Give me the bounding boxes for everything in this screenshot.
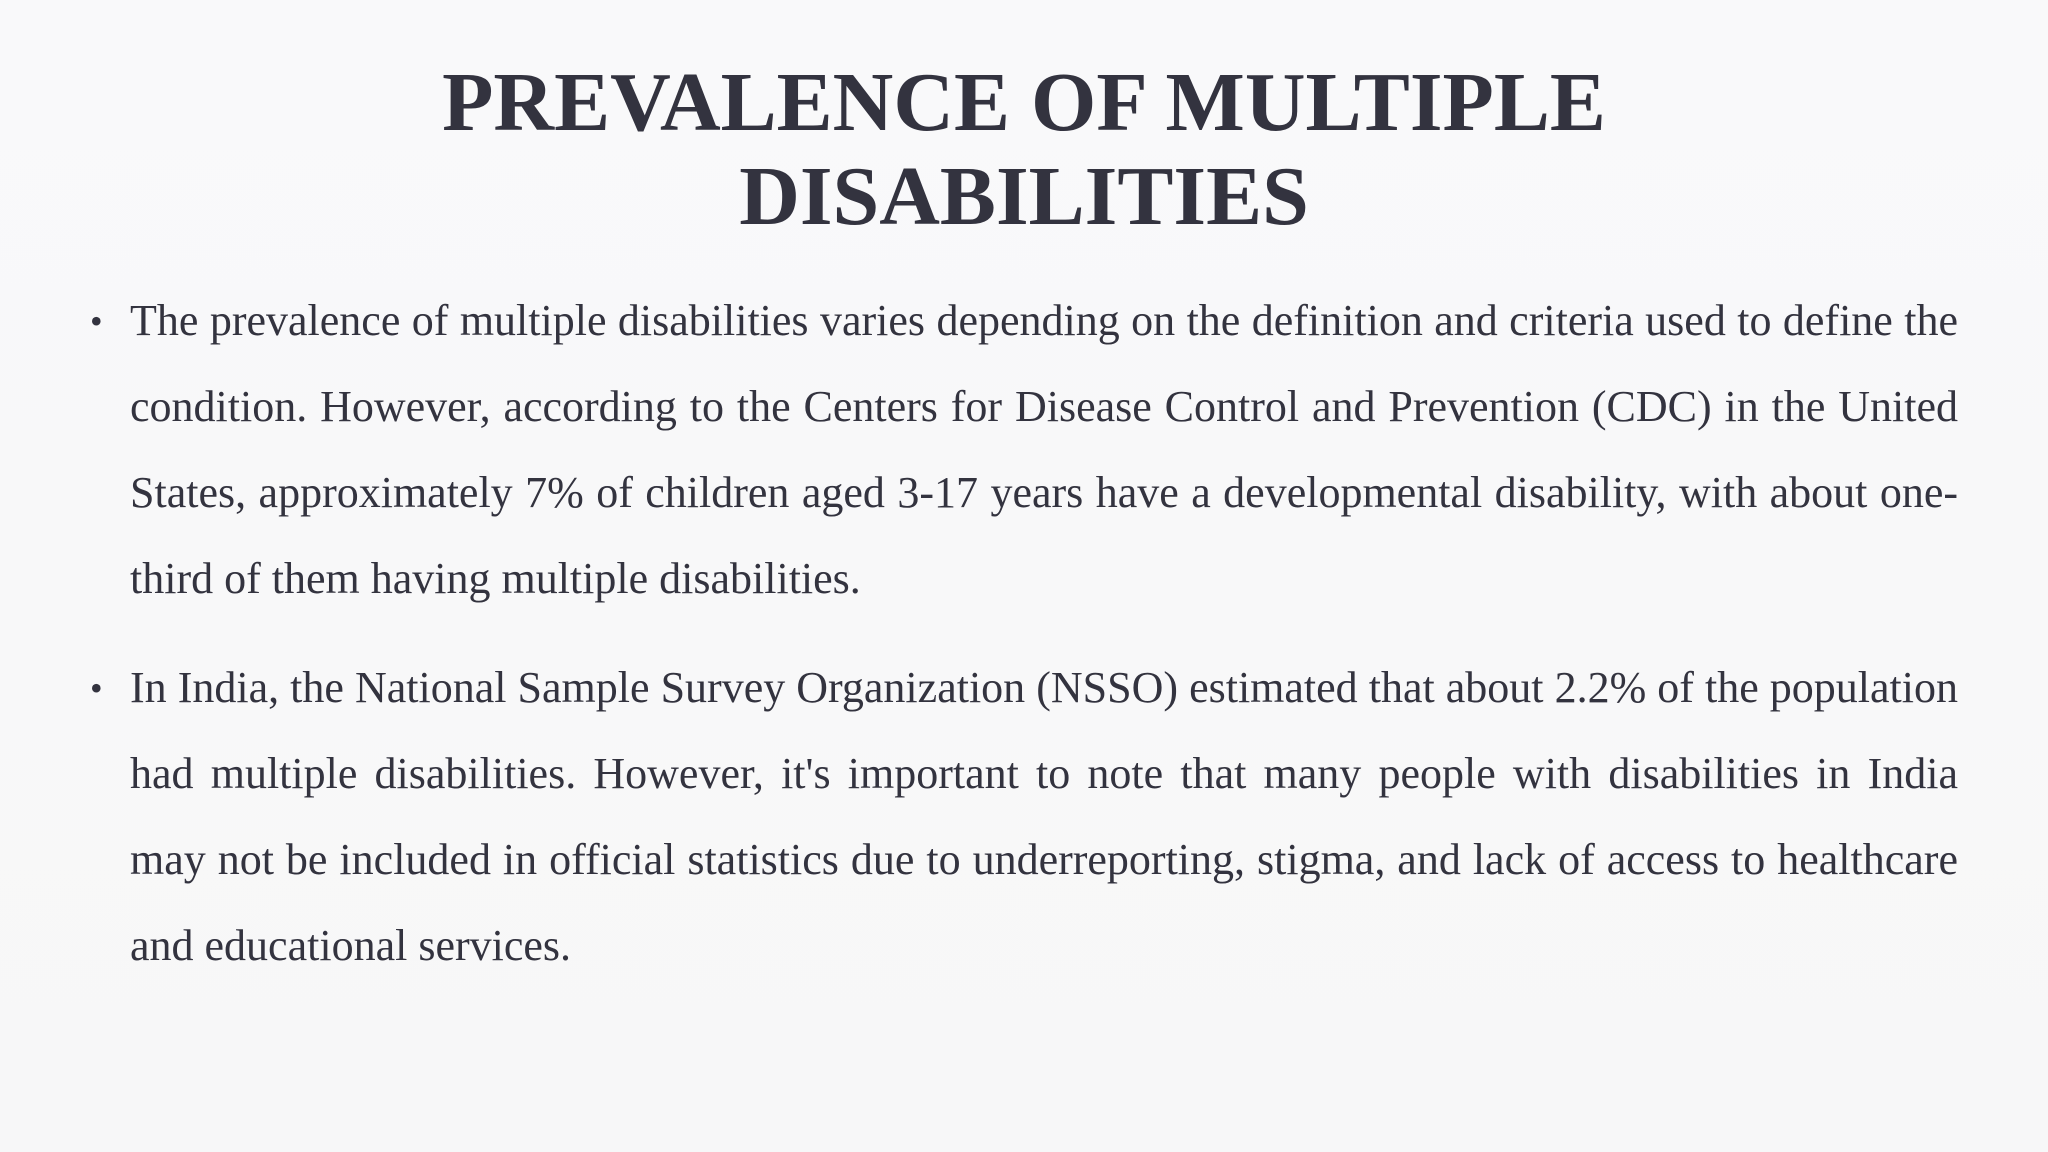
bullet-item-india: • In India, the National Sample Survey O… — [0, 645, 2048, 989]
slide-title-line-1: PREVALENCE OF MULTIPLE — [442, 56, 1606, 149]
slide-title-line-2: DISABILITIES — [739, 150, 1309, 243]
bullet-point-icon: • — [90, 668, 103, 708]
bullet-text-cdc: The prevalence of multiple disabilities … — [130, 296, 1958, 603]
bullet-list: • The prevalence of multiple disabilitie… — [0, 278, 2048, 1012]
bullet-item-cdc: • The prevalence of multiple disabilitie… — [0, 278, 2048, 622]
slide-title: PREVALENCE OF MULTIPLE DISABILITIES — [0, 56, 2048, 244]
bullet-text-india: In India, the National Sample Survey Org… — [130, 663, 1958, 970]
bullet-point-icon: • — [90, 301, 103, 341]
